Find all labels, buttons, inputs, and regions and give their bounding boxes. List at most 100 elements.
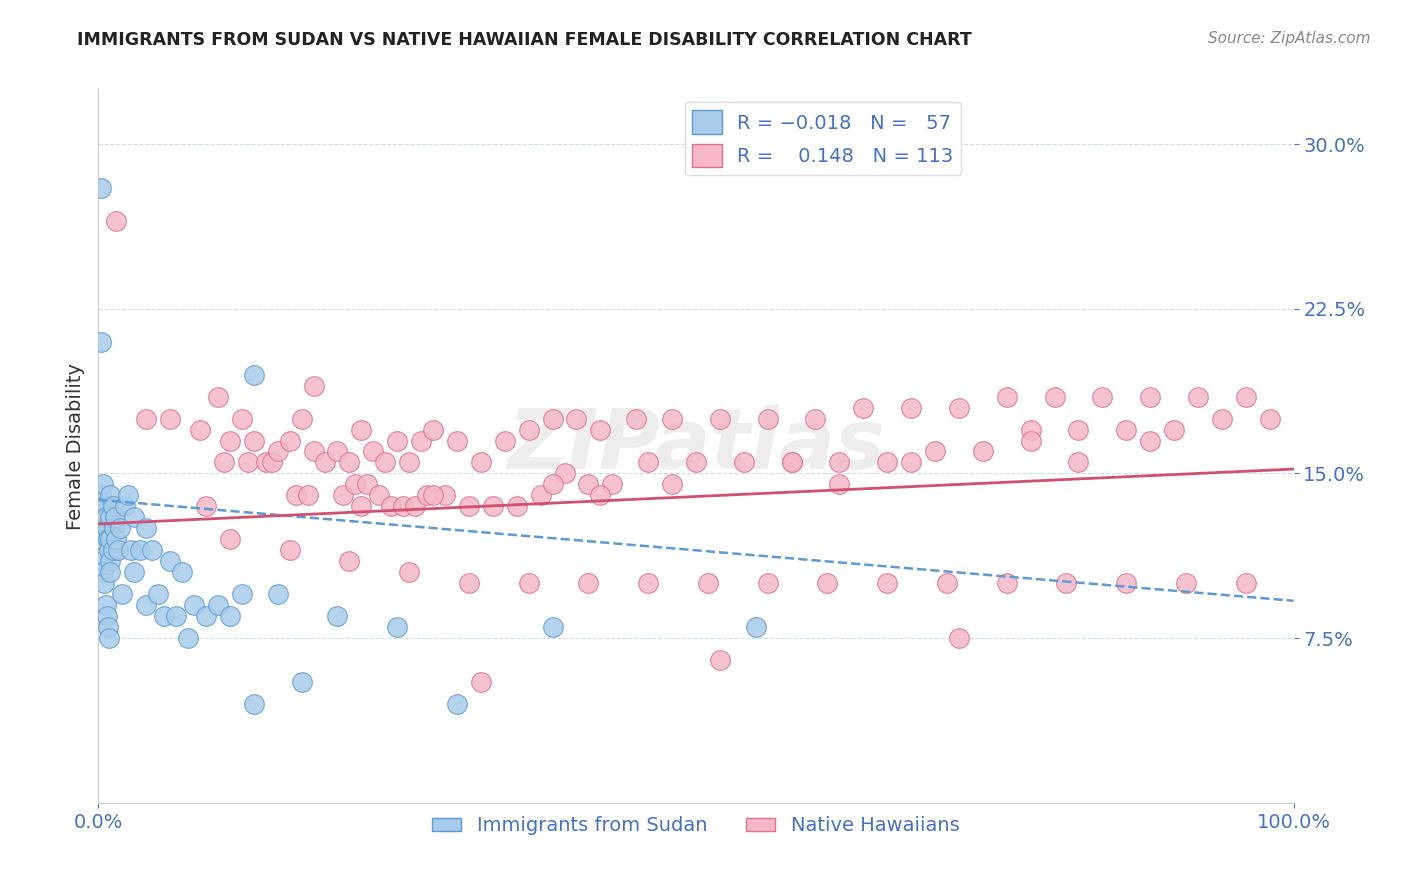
Point — [98, 631, 121, 645]
Point — [243, 434, 266, 448]
Text: Source: ZipAtlas.com: Source: ZipAtlas.com — [1208, 31, 1371, 46]
Point — [554, 467, 576, 481]
Point — [93, 576, 115, 591]
Point — [98, 566, 122, 580]
Point — [470, 675, 492, 690]
Point — [385, 434, 409, 448]
Point — [124, 510, 146, 524]
Point — [135, 411, 157, 425]
Point — [446, 434, 468, 448]
Point — [236, 455, 259, 469]
Point — [243, 697, 266, 711]
Point — [278, 543, 301, 558]
Text: IMMIGRANTS FROM SUDAN VS NATIVE HAWAIIAN FEMALE DISABILITY CORRELATION CHART: IMMIGRANTS FROM SUDAN VS NATIVE HAWAIIAN… — [77, 31, 972, 49]
Point — [339, 554, 361, 568]
Point — [411, 434, 433, 448]
Point — [995, 576, 1018, 591]
Point — [936, 576, 959, 591]
Point — [188, 423, 211, 437]
Point — [1091, 390, 1114, 404]
Point — [165, 609, 187, 624]
Point — [852, 401, 875, 415]
Point — [733, 455, 755, 469]
Point — [470, 455, 492, 469]
Point — [159, 554, 181, 568]
Point — [1067, 455, 1090, 469]
Point — [1175, 576, 1198, 591]
Point — [267, 444, 290, 458]
Point — [339, 455, 361, 469]
Point — [481, 500, 505, 514]
Point — [709, 653, 731, 667]
Point — [91, 510, 114, 524]
Point — [804, 411, 827, 425]
Point — [98, 510, 122, 524]
Point — [517, 423, 540, 437]
Point — [260, 455, 283, 469]
Point — [924, 444, 946, 458]
Point — [90, 334, 112, 349]
Point — [177, 631, 200, 645]
Point — [219, 434, 242, 448]
Point — [195, 500, 218, 514]
Point — [90, 488, 112, 502]
Point — [278, 434, 301, 448]
Point — [153, 609, 176, 624]
Legend: Immigrants from Sudan, Native Hawaiians: Immigrants from Sudan, Native Hawaiians — [425, 808, 967, 843]
Point — [291, 675, 314, 690]
Point — [1139, 390, 1161, 404]
Point — [541, 620, 564, 634]
Point — [541, 477, 564, 491]
Point — [815, 576, 838, 591]
Point — [506, 500, 529, 514]
Point — [637, 455, 659, 469]
Point — [231, 411, 253, 425]
Point — [135, 598, 157, 612]
Point — [589, 488, 612, 502]
Point — [207, 598, 229, 612]
Point — [91, 554, 114, 568]
Point — [1139, 434, 1161, 448]
Point — [219, 609, 242, 624]
Point — [350, 423, 373, 437]
Point — [302, 444, 325, 458]
Point — [780, 455, 803, 469]
Point — [398, 566, 420, 580]
Point — [148, 587, 170, 601]
Point — [578, 477, 600, 491]
Point — [385, 620, 409, 634]
Point — [254, 455, 277, 469]
Point — [876, 455, 898, 469]
Point — [828, 455, 851, 469]
Point — [243, 368, 266, 382]
Point — [1043, 390, 1066, 404]
Point — [661, 477, 683, 491]
Point — [108, 521, 131, 535]
Point — [105, 533, 128, 547]
Point — [291, 411, 314, 425]
Point — [101, 500, 124, 514]
Point — [780, 455, 803, 469]
Point — [94, 510, 117, 524]
Point — [948, 631, 970, 645]
Point — [398, 455, 420, 469]
Point — [302, 378, 325, 392]
Point — [1211, 411, 1233, 425]
Point — [315, 455, 337, 469]
Point — [231, 587, 253, 601]
Point — [530, 488, 553, 502]
Point — [326, 609, 349, 624]
Point — [392, 500, 415, 514]
Point — [637, 576, 659, 591]
Point — [94, 598, 117, 612]
Point — [91, 566, 114, 580]
Point — [697, 576, 720, 591]
Point — [434, 488, 457, 502]
Point — [212, 455, 235, 469]
Point — [602, 477, 624, 491]
Point — [124, 566, 146, 580]
Point — [1234, 390, 1257, 404]
Point — [458, 500, 481, 514]
Point — [995, 390, 1018, 404]
Point — [129, 543, 152, 558]
